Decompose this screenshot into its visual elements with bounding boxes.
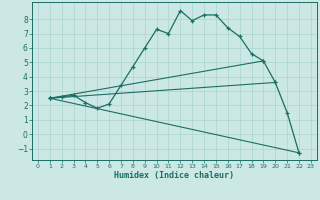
X-axis label: Humidex (Indice chaleur): Humidex (Indice chaleur) xyxy=(115,171,234,180)
